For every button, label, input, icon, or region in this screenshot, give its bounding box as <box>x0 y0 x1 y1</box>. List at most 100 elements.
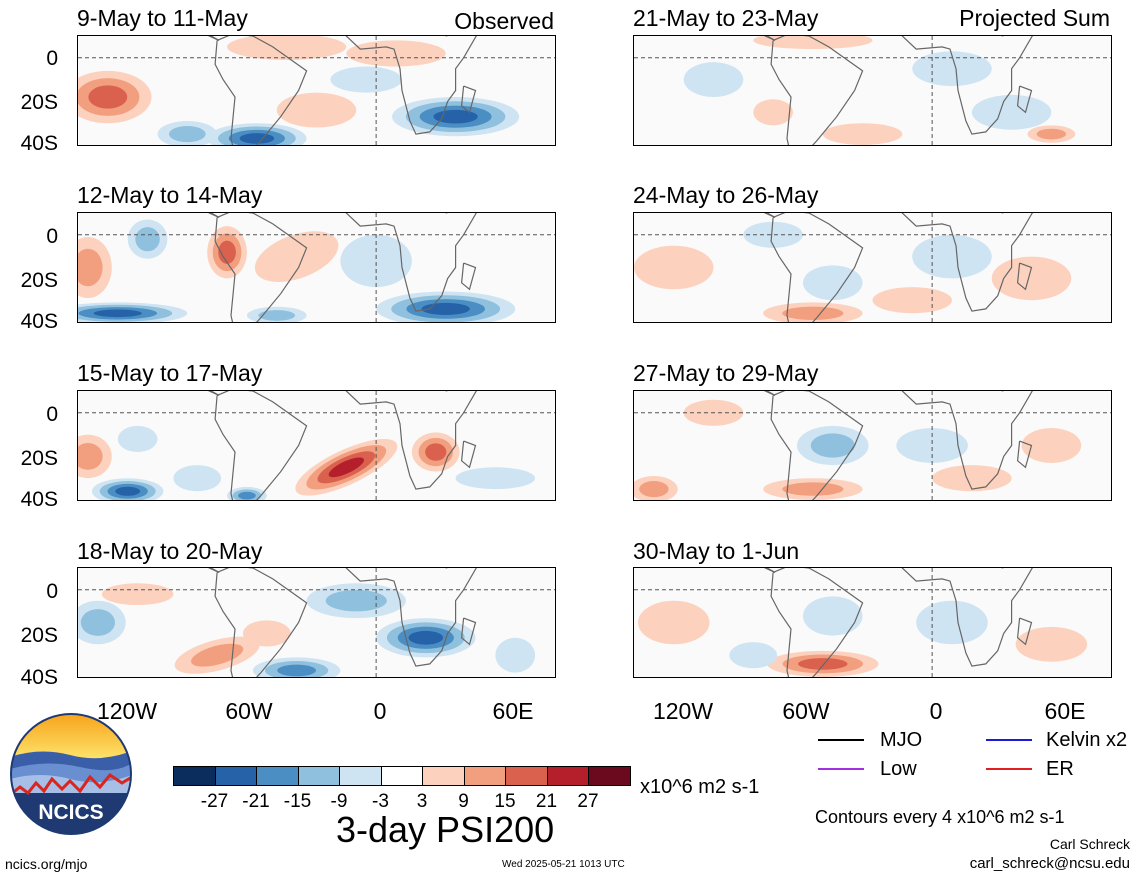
colorbar-units: x10^6 m2 s-1 <box>640 776 760 798</box>
anomaly-contour <box>88 85 128 109</box>
anomaly-contour <box>80 609 115 636</box>
lon-label-0: 0 <box>929 698 943 724</box>
anomaly-contour <box>639 481 669 498</box>
colorbar-tick-label: 3 <box>416 791 428 812</box>
coastline <box>1016 440 1033 469</box>
anomaly-contour <box>743 221 803 248</box>
anomaly-contour <box>872 287 952 314</box>
colorbar-swatch <box>546 766 589 786</box>
colorbar-tick-label: -21 <box>242 791 270 812</box>
coastline <box>901 36 1033 135</box>
coastline <box>460 262 477 291</box>
lat-label-0: 0 <box>46 580 58 603</box>
anomaly-contour <box>78 442 103 470</box>
colorbar-tick-label: 21 <box>535 791 558 812</box>
map-panel-left-1 <box>77 35 556 146</box>
map-panel-left-3 <box>77 390 556 501</box>
anomaly-contour <box>782 306 844 320</box>
colorbar-tick-label: -3 <box>372 791 389 812</box>
colorbar-swatch <box>588 766 631 786</box>
projected-sum-label: Projected Sum <box>959 5 1110 31</box>
lat-label-0: 0 <box>46 47 58 70</box>
panel-title-right-1: 21-May to 23-May <box>633 5 819 31</box>
anomaly-contour <box>971 94 1052 130</box>
coastline <box>208 36 220 41</box>
anomaly-contour <box>328 457 365 478</box>
anomaly-contour <box>810 433 855 458</box>
anomaly-contour <box>634 245 714 290</box>
legend-line-low <box>818 768 864 770</box>
anomaly-contour <box>729 642 778 669</box>
anomaly-contour <box>798 658 848 670</box>
map-panel-right-1 <box>633 35 1112 146</box>
logo-text: NCICS <box>38 801 103 824</box>
coastline <box>345 36 477 135</box>
coastline <box>1016 262 1033 291</box>
map-panel-right-4 <box>633 567 1112 678</box>
colorbar-swatch <box>256 766 299 786</box>
coastline <box>764 391 776 396</box>
coastline <box>770 391 864 500</box>
colorbar-swatch <box>214 766 257 786</box>
coastline <box>460 617 477 646</box>
map-panel-right-2 <box>633 212 1112 323</box>
coastline <box>214 568 308 677</box>
lat-label-20s: 20S <box>20 624 58 647</box>
legend-line-er <box>986 768 1032 770</box>
panel-title-right-4: 30-May to 1-Jun <box>633 538 800 564</box>
panel-title-left-3: 15-May to 17-May <box>77 360 263 386</box>
anomaly-contour <box>753 36 873 50</box>
anomaly-contour <box>78 248 103 287</box>
coastline <box>214 213 308 322</box>
anomaly-contour <box>782 482 844 496</box>
legend-label-mjo: MJO <box>880 729 923 751</box>
website-link[interactable]: ncics.org/mjo <box>5 856 88 872</box>
panel-title-right-2: 24-May to 26-May <box>633 182 819 208</box>
colorbar-swatch <box>380 766 423 786</box>
colorbar-swatch <box>505 766 548 786</box>
lon-label-60e: 60E <box>1044 698 1086 724</box>
coastline <box>460 440 477 469</box>
coastline <box>764 213 776 218</box>
colorbar-tick-label: -27 <box>200 791 229 812</box>
coastline <box>901 568 1033 667</box>
panel-title-left-1: 9-May to 11-May <box>77 5 248 31</box>
timestamp: Wed 2025-05-21 1013 UTC <box>502 859 625 870</box>
anomaly-contour <box>683 62 744 98</box>
coastline <box>901 391 1033 490</box>
anomaly-contour <box>916 600 988 645</box>
lat-label-0: 0 <box>46 403 58 426</box>
anomaly-contour <box>135 227 160 252</box>
colorbar-tick-label: 9 <box>458 791 469 812</box>
anomaly-contour <box>421 302 470 315</box>
legend-label-kelvin: Kelvin x2 <box>1046 729 1128 751</box>
anomaly-contour <box>802 596 863 636</box>
anomaly-contour <box>258 310 296 321</box>
panel-title-left-4: 18-May to 20-May <box>77 538 263 564</box>
figure-title: 3-day PSI200 <box>336 809 555 850</box>
anomaly-contour <box>1036 128 1067 140</box>
ncics-logo: NCICS <box>10 713 132 835</box>
legend-label-low: Low <box>880 758 917 780</box>
anomaly-contour <box>346 40 446 67</box>
anomaly-contour <box>276 92 357 128</box>
coastline <box>214 36 308 145</box>
colorbar-swatch <box>463 766 506 786</box>
anomaly-contour <box>239 133 275 144</box>
credit-email: carl_schreck@ncsu.edu <box>969 855 1130 872</box>
colorbar-tick-label: -9 <box>330 791 348 812</box>
anomaly-contour <box>495 637 536 673</box>
colorbar-tick-label: 15 <box>494 791 516 812</box>
anomaly-contour <box>425 443 447 461</box>
credit-name: Carl Schreck <box>1049 836 1130 852</box>
anomaly-contour <box>637 600 710 645</box>
lat-label-20s: 20S <box>20 269 58 292</box>
coastline <box>208 391 220 396</box>
colorbar-tick-label: -15 <box>283 791 312 812</box>
anomaly-contour <box>173 465 222 492</box>
anomaly-contour <box>1015 626 1088 662</box>
lon-label-0: 0 <box>373 698 387 724</box>
anomaly-contour <box>932 465 1012 492</box>
coastline <box>901 213 1033 312</box>
coastline <box>208 568 220 573</box>
